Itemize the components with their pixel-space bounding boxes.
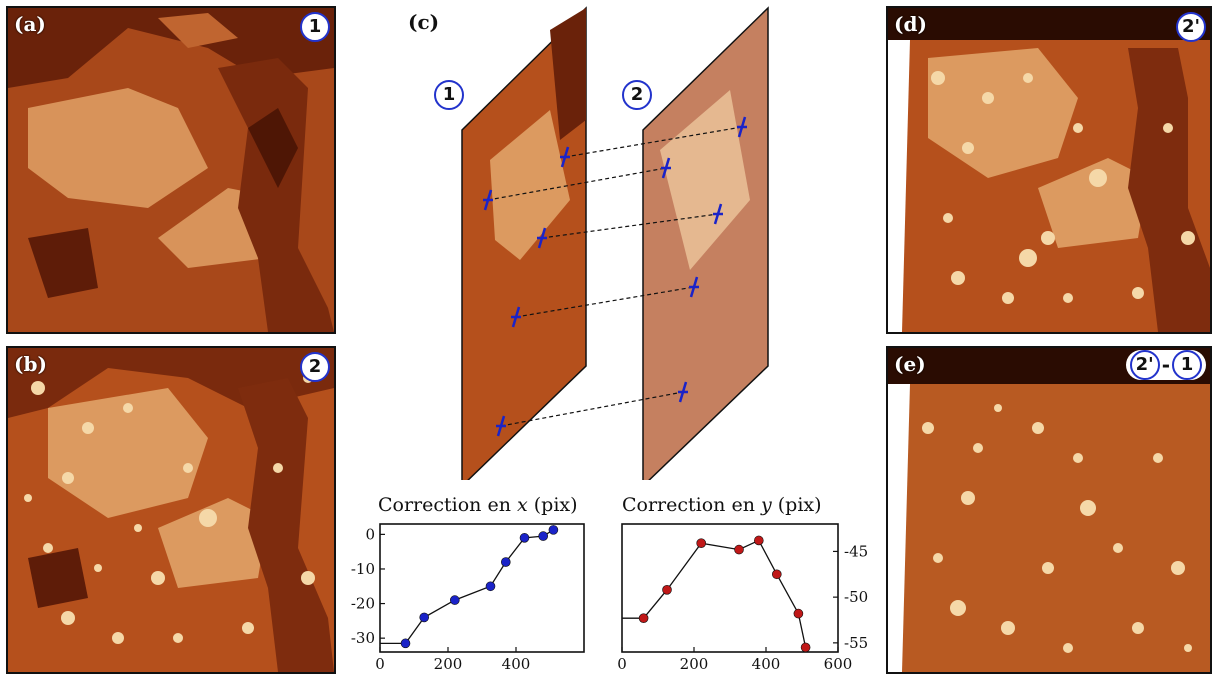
data-point	[754, 535, 764, 546]
y-tick-label: -45	[844, 542, 868, 560]
y-tick-label: -30	[351, 629, 375, 647]
afm-panel-e: (e) 2' - 1	[886, 346, 1212, 674]
series-line	[380, 529, 554, 645]
particle-dots	[24, 373, 315, 644]
panel-label: (c)	[408, 10, 440, 34]
match-lines	[487, 126, 743, 427]
scan-1-dark-region	[550, 8, 586, 140]
data-point	[450, 595, 460, 605]
panel-label: (b)	[14, 352, 47, 376]
afm-panel-b: (b) 2	[6, 346, 336, 674]
difference-badge: 2' - 1	[1125, 350, 1206, 380]
scan-number-badge: 1	[300, 12, 330, 42]
x-correction-title: Correction en x (pix)	[378, 494, 578, 516]
panel-label: (e)	[894, 352, 926, 376]
data-point	[538, 531, 548, 541]
data-point	[800, 642, 811, 653]
scan-number-badge: 2	[300, 352, 330, 382]
data-point	[793, 608, 804, 619]
panel-label: (a)	[14, 12, 46, 36]
y-tick-label: 0	[365, 525, 375, 543]
scan-1-terrace	[490, 110, 570, 260]
afm-image-d	[888, 8, 1210, 332]
series-line	[622, 539, 807, 648]
x-tick-label: 400	[502, 655, 531, 673]
x-tick-label: 400	[752, 655, 781, 673]
scan-number-badge: 2'	[1176, 12, 1206, 42]
plot-frame	[621, 523, 839, 653]
y-tick-label: -20	[351, 595, 375, 613]
registration-diagram	[461, 6, 769, 480]
scan-2-badge: 2	[622, 80, 652, 110]
x-tick-label: 0	[617, 655, 627, 673]
afm-image-a	[8, 8, 334, 332]
scan-1-badge: 1	[1172, 350, 1202, 380]
difference-sign: -	[1161, 353, 1170, 377]
afm-image-b	[8, 348, 334, 672]
x-tick-label: 0	[375, 655, 385, 673]
particle-dots	[922, 404, 1192, 653]
data-point	[772, 569, 782, 580]
x-tick-label: 200	[434, 655, 463, 673]
data-point	[501, 557, 511, 567]
data-point	[485, 581, 496, 592]
scan-2-terrace	[660, 90, 750, 270]
data-point	[696, 538, 706, 549]
y-tick-label: -50	[844, 588, 868, 606]
data-point	[638, 613, 649, 623]
data-point	[400, 638, 411, 649]
scan-1-badge: 1	[434, 80, 464, 110]
y-tick-label: -55	[844, 634, 868, 652]
particle-dots	[931, 71, 1195, 304]
plot-frame	[379, 523, 585, 653]
afm-image-e	[888, 348, 1210, 672]
data-point	[548, 525, 559, 535]
panel-label: (d)	[894, 12, 927, 36]
x-tick-label: 600	[824, 655, 853, 673]
data-point	[662, 585, 672, 595]
data-point	[419, 612, 429, 623]
afm-panel-d: (d) 2'	[886, 6, 1212, 334]
data-point	[519, 533, 530, 543]
match-markers	[483, 116, 747, 437]
data-point	[734, 544, 744, 555]
y-correction-title: Correction en y (pix)	[622, 494, 822, 516]
x-correction-chart: 0 200 400 0 -10 -20 -30	[351, 523, 585, 673]
afm-panel-a: (a) 1	[6, 6, 336, 334]
scan-2prime-badge: 2'	[1129, 350, 1160, 380]
y-tick-label: -10	[351, 560, 375, 578]
x-tick-label: 200	[680, 655, 709, 673]
y-correction-chart: 0 200 400 600 -45 -50 -55	[617, 523, 868, 673]
